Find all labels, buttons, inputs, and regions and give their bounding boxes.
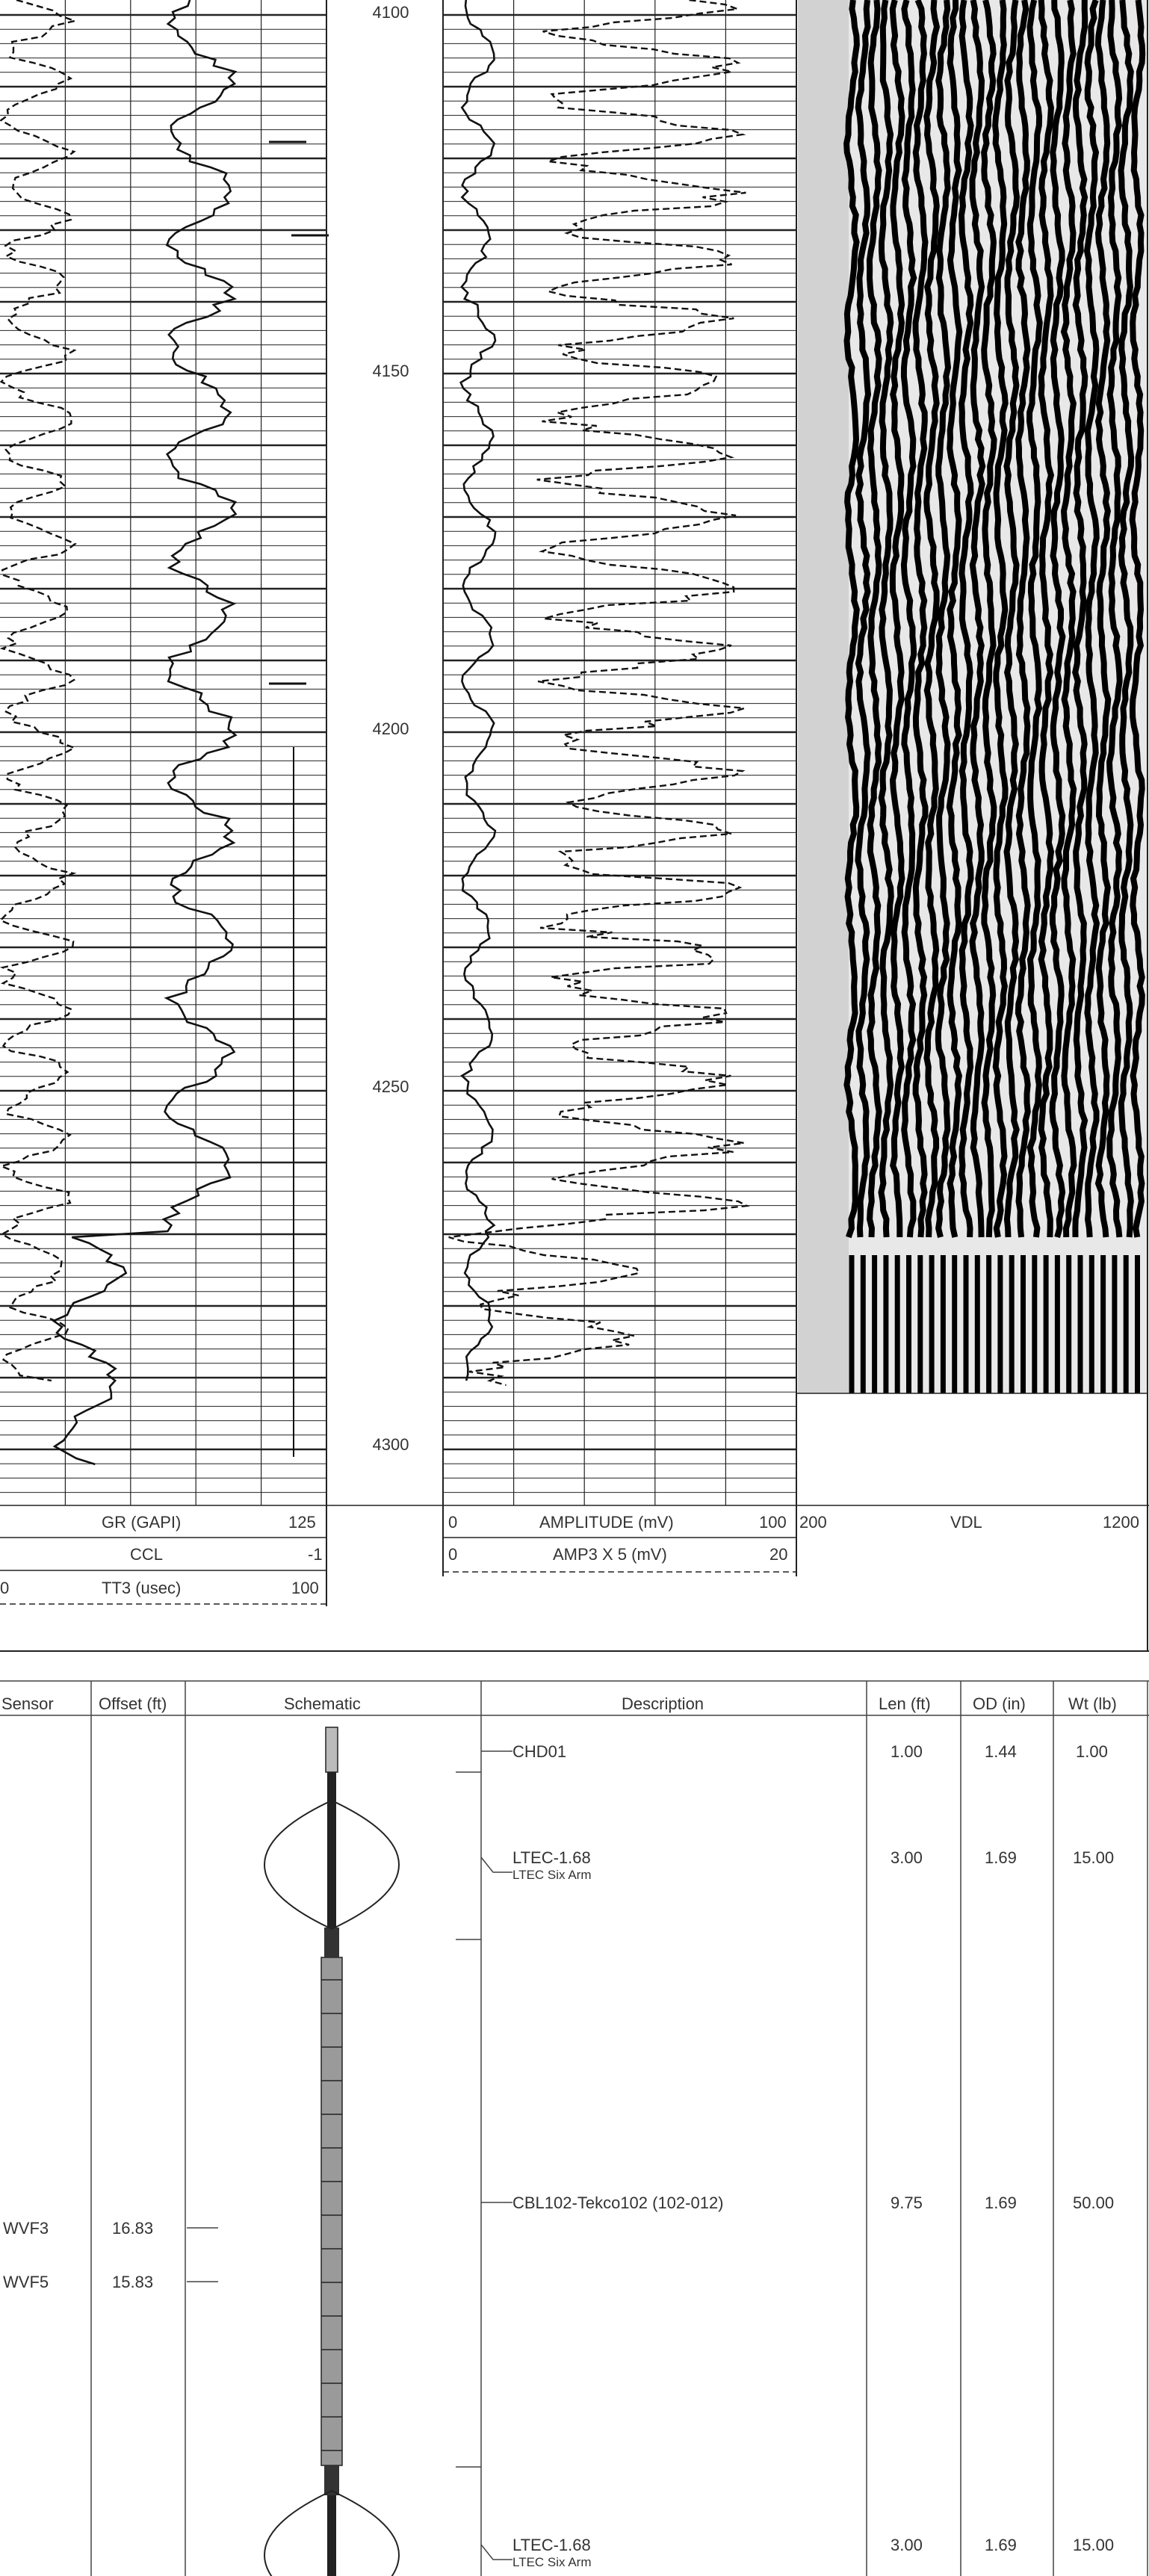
tool-joint: [324, 1928, 339, 1957]
tt3-curve-name: TT3 (usec): [102, 1579, 182, 1597]
amp3-curve: [448, 0, 750, 1387]
tool-description: LTEC-1.68: [512, 1848, 591, 1867]
amp3-scale-right: 20: [769, 1545, 788, 1564]
vdl-wave-band: [843, 0, 860, 1239]
column-header-description: Description: [622, 1694, 704, 1713]
vdl-wave-band: [878, 0, 894, 1238]
depth-label: 4250: [372, 1077, 409, 1096]
depth-label: 4200: [372, 719, 409, 738]
vdl-wave-band: [935, 0, 952, 1238]
vdl-wave-band: [855, 0, 872, 1238]
vdl-wave-band: [1026, 0, 1043, 1238]
sensor-name: WVF5: [3, 2273, 49, 2291]
amplitude-scale-right: 100: [759, 1513, 787, 1532]
gr-scale-right: 125: [288, 1513, 316, 1532]
description-leader: [480, 1857, 512, 1873]
column-header-offset: Offset (ft): [99, 1694, 167, 1713]
vdl-wave-band: [889, 0, 905, 1237]
amplitude-curve: [459, 0, 497, 1381]
vdl-wave-band: [866, 0, 882, 1238]
vdl-wave-band: [1118, 0, 1135, 1238]
tool-weight: 50.00: [1073, 2193, 1115, 2212]
tool-weight: 15.00: [1073, 1848, 1115, 1867]
vdl-curve-name: VDL: [950, 1513, 982, 1532]
vdl-wave-band: [1094, 0, 1112, 1238]
depth-label: 4150: [372, 362, 409, 380]
vdl-wave-band: [923, 0, 941, 1238]
tool-description: CHD01: [512, 1742, 567, 1761]
tool-od: 1.69: [985, 1848, 1017, 1867]
sensor-offset: 16.83: [112, 2219, 154, 2238]
column-header-len: Len (ft): [879, 1694, 931, 1713]
gr-curve: [52, 0, 238, 1466]
vdl-wave-band: [958, 0, 974, 1238]
column-header-sensor: Sensor: [1, 1694, 54, 1713]
tt3-curve: [0, 0, 78, 1382]
vdl-wave-band: [969, 0, 986, 1238]
tool-od: 1.69: [985, 2536, 1017, 2554]
centralizer-lower: [264, 2489, 400, 2576]
tool-length: 3.00: [891, 2536, 923, 2554]
tool-joint: [324, 2465, 339, 2495]
tool-schematic: [0, 1680, 1149, 2576]
log-curves: [0, 0, 750, 1466]
tool-subtitle: LTEC Six Arm: [512, 2555, 592, 2569]
log-grid: [0, 0, 796, 1505]
tool-od: 1.44: [985, 1742, 1017, 1761]
amp3-scale-left: 0: [448, 1545, 458, 1564]
tool-description: LTEC-1.68: [512, 2536, 591, 2554]
vdl-scale-right: 1200: [1103, 1513, 1139, 1532]
tt3-scale-left: 0: [0, 1579, 10, 1597]
tool-length: 9.75: [891, 2193, 923, 2212]
cbl-tool-body: [320, 1957, 343, 2466]
column-header-od: OD (in): [973, 1694, 1026, 1713]
centralizer-upper: [264, 1799, 400, 1931]
vdl-wave-band: [900, 0, 917, 1238]
tool-weight: 1.00: [1076, 1742, 1108, 1761]
ccl-scale-right: -1: [308, 1545, 323, 1564]
vdl-wave-band: [1083, 0, 1100, 1238]
tool-od: 1.69: [985, 2193, 1017, 2212]
amplitude-curve-name: AMPLITUDE (mV): [539, 1513, 674, 1532]
vdl-waveform-track: [796, 0, 1148, 1394]
column-header-schematic: Schematic: [284, 1694, 361, 1713]
log-frame: [0, 0, 1149, 1652]
vdl-wave-band: [946, 0, 963, 1238]
depth-label: 4300: [372, 1435, 409, 1454]
sensor-name: WVF3: [3, 2219, 49, 2238]
depth-label: 4100: [372, 3, 409, 22]
vdl-wave-band: [1038, 0, 1055, 1238]
vdl-wave-band: [1060, 0, 1077, 1238]
tool-subtitle: LTEC Six Arm: [512, 1868, 592, 1882]
vdl-wave-band: [1003, 0, 1021, 1238]
amp3-curve-name: AMP3 X 5 (mV): [553, 1545, 667, 1564]
tool-length: 3.00: [891, 1848, 923, 1867]
vdl-wave-band: [1072, 0, 1088, 1238]
vdl-wave-band: [981, 0, 997, 1238]
gr-curve-name: GR (GAPI): [102, 1513, 182, 1532]
tool-head: [325, 1727, 338, 1773]
vdl-wave-band: [912, 0, 929, 1238]
vdl-gray-band: [798, 0, 849, 1393]
ccl-curve-name: CCL: [130, 1545, 164, 1564]
vdl-wave-band: [1015, 0, 1031, 1238]
tool-length: 1.00: [891, 1742, 923, 1761]
tt3-scale-right: 100: [291, 1579, 319, 1597]
vdl-wave-band: [992, 0, 1009, 1238]
tool-description: CBL102-Tekco102 (102-012): [512, 2193, 724, 2212]
vdl-wave-band: [1049, 0, 1066, 1239]
vdl-scale-left: 200: [799, 1513, 827, 1532]
vdl-wave-band: [1129, 0, 1146, 1238]
vdl-wave-band: [1106, 0, 1123, 1238]
amplitude-scale-left: 0: [448, 1513, 458, 1532]
column-header-wt: Wt (lb): [1068, 1694, 1117, 1713]
tool-weight: 15.00: [1073, 2536, 1115, 2554]
sensor-offset: 15.83: [112, 2273, 154, 2291]
description-leader: [480, 2544, 512, 2560]
